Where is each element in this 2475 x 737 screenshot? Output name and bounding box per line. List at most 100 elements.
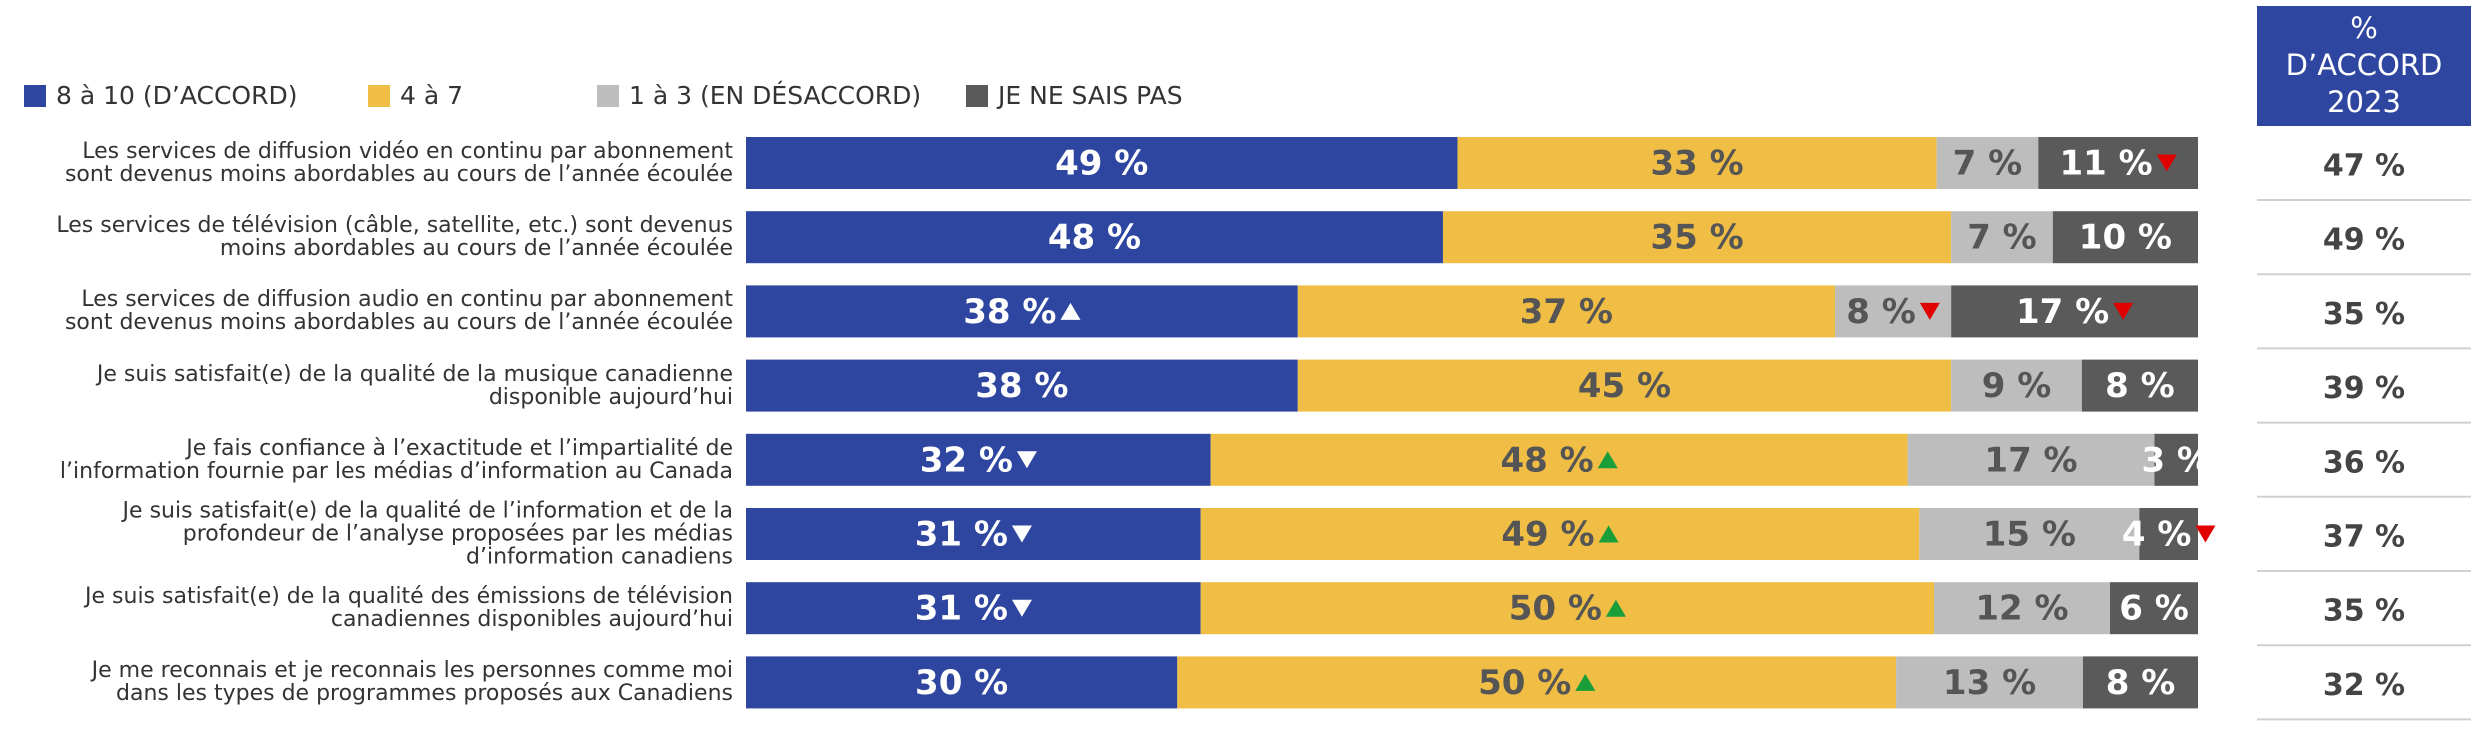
value-label: 38 %: [963, 292, 1056, 332]
legend-swatch: [368, 85, 390, 107]
bar-segment: [746, 508, 1201, 560]
bar-segment: [1210, 433, 1908, 486]
trend-arrow: [2113, 302, 2134, 320]
trend-arrow: [1060, 302, 1081, 320]
trend-arrow: [1011, 525, 1032, 543]
bar-segment: [1951, 359, 2082, 412]
bar-segment: [746, 211, 1443, 264]
agree-2023-value: 32 %: [2323, 668, 2405, 703]
bar-segment: [1919, 508, 2140, 560]
trend-arrow: [1598, 525, 1619, 543]
trend-arrow: [1605, 599, 1626, 617]
bar-segment: [1200, 508, 1920, 560]
category-label: Je suis satisfait(e) de la qualité de l’…: [122, 498, 733, 570]
value-label: 35 %: [1650, 218, 1743, 258]
value-label: 48 %: [1048, 218, 1141, 258]
bar-segment: [1297, 359, 1952, 412]
category-label: Je me reconnais et je reconnais les pers…: [91, 658, 733, 707]
value-label: 37 %: [1520, 292, 1613, 332]
value-label: 38 %: [975, 366, 1068, 406]
legend-label: 8 à 10 (D’ACCORD): [56, 81, 297, 110]
value-label: 10 %: [2079, 218, 2172, 258]
bar-segment: [746, 582, 1201, 635]
category-label: Je suis satisfait(e) de la qualité des é…: [85, 584, 733, 633]
bar-segment: [2110, 582, 2198, 635]
legend-label: JE NE SAIS PAS: [996, 81, 1183, 110]
category-label: Les services de diffusion audio en conti…: [64, 287, 733, 336]
value-label: 7 %: [1953, 144, 2023, 184]
value-label: 45 %: [1578, 366, 1671, 406]
value-label: 3 %: [2141, 440, 2211, 480]
bar-segment: [1936, 137, 2039, 189]
bar-segment: [2154, 433, 2198, 486]
value-label: 9 %: [1982, 366, 2052, 406]
trend-arrow: [1016, 451, 1037, 469]
category-label: Les services de télévision (câble, satel…: [56, 213, 733, 262]
category-label: Je suis satisfait(e) de la qualité de la…: [96, 361, 733, 410]
value-label: 4 %: [2122, 515, 2192, 555]
value-label: 17 %: [1984, 440, 2077, 480]
agree-2023-value: 39 %: [2323, 371, 2405, 406]
value-label: 33 %: [1650, 144, 1743, 184]
bar-segment: [1907, 433, 2155, 486]
bar-segment: [1951, 211, 2053, 264]
bar-segment: [2052, 211, 2198, 264]
agree-2023-value: 35 %: [2323, 594, 2405, 629]
trend-arrow: [2195, 525, 2216, 543]
bar-segment: [2082, 656, 2198, 709]
value-label: 32 %: [920, 440, 1013, 480]
legend-swatch: [24, 85, 46, 107]
trend-arrow: [1597, 451, 1618, 469]
bar-segment: [746, 137, 1458, 189]
value-label: 49 %: [1055, 144, 1148, 184]
value-label: 13 %: [1943, 663, 2036, 703]
legend-label: 4 à 7: [400, 81, 463, 110]
value-label: 12 %: [1975, 589, 2068, 629]
legend-swatch: [597, 85, 619, 107]
bar-segment: [1896, 656, 2083, 709]
bar-segment: [746, 433, 1211, 486]
bar-segment: [1457, 137, 1937, 189]
category-label: Les services de diffusion vidéo en conti…: [64, 139, 733, 187]
value-label: 31 %: [915, 589, 1008, 629]
bar-segment: [1951, 285, 2198, 338]
trend-arrow: [1011, 599, 1032, 617]
header-text: %: [2350, 11, 2378, 45]
value-label: 49 %: [1501, 515, 1594, 555]
value-label: 50 %: [1509, 589, 1602, 629]
value-label: 8 %: [1846, 292, 1916, 332]
value-label: 50 %: [1478, 663, 1571, 703]
value-label: 17 %: [2016, 292, 2109, 332]
value-label: 31 %: [915, 515, 1008, 555]
legend-swatch: [966, 85, 988, 107]
value-label: 15 %: [1983, 515, 2076, 555]
header-text: D’ACCORD: [2286, 48, 2443, 82]
value-label: 7 %: [1967, 218, 2037, 258]
legend-label: 1 à 3 (EN DÉSACCORD): [629, 81, 921, 110]
value-label: 8 %: [2105, 366, 2175, 406]
trend-arrow: [1919, 302, 1940, 320]
agree-2023-value: 36 %: [2323, 445, 2405, 480]
bar-segment: [1200, 582, 1934, 635]
bar-segment: [2139, 508, 2198, 560]
bar-segment: [746, 656, 1178, 709]
value-label: 48 %: [1501, 440, 1594, 480]
bar-segment: [2081, 359, 2198, 412]
agree-2023-value: 35 %: [2323, 297, 2405, 332]
header-text: 2023: [2327, 85, 2401, 119]
header-box: [2257, 6, 2471, 126]
value-label: 11 %: [2060, 144, 2153, 184]
agree-2023-value: 37 %: [2323, 520, 2405, 555]
bar-segment: [1442, 211, 1952, 264]
agree-2023-value: 49 %: [2323, 223, 2405, 258]
bar-segment: [1297, 285, 1835, 338]
value-label: 6 %: [2119, 589, 2189, 629]
bar-segment: [1934, 582, 2110, 635]
bar-segment: [746, 359, 1298, 412]
agree-2023-value: 47 %: [2323, 149, 2405, 184]
bar-segment: [1177, 656, 1897, 709]
value-label: 8 %: [2106, 663, 2176, 703]
bar-segment: [746, 285, 1298, 338]
